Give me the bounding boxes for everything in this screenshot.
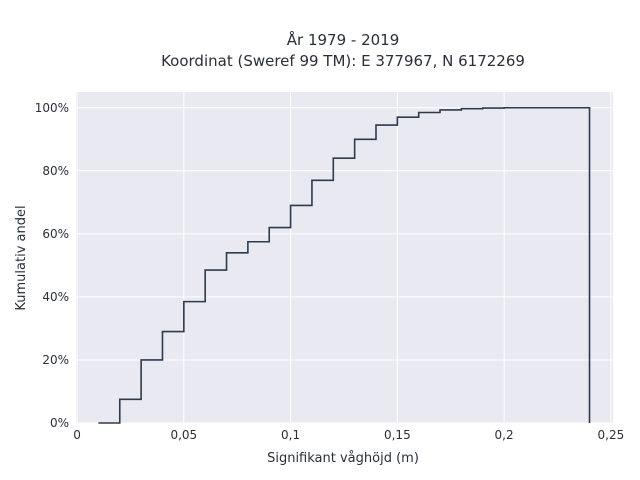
x-tick-label: 0,1 xyxy=(281,428,300,442)
x-tick-label: 0,25 xyxy=(598,428,625,442)
y-axis-title: Kumulativ andel xyxy=(14,205,29,310)
y-tick-label: 40% xyxy=(42,290,69,304)
chart-subtitle: Koordinat (Sweref 99 TM): E 377967, N 61… xyxy=(161,52,525,70)
cumulative-step-line xyxy=(98,106,591,424)
x-tick-label: 0,15 xyxy=(384,428,411,442)
series-layer xyxy=(98,106,591,424)
y-tick-label: 80% xyxy=(42,164,69,178)
x-tick-label: 0,05 xyxy=(170,428,197,442)
chart-title: År 1979 - 2019 xyxy=(287,30,400,49)
y-tick-label: 0% xyxy=(50,416,69,430)
y-tick-label: 60% xyxy=(42,227,69,241)
x-axis-title: Signifikant våghöjd (m) xyxy=(267,451,419,466)
x-tick-label: 0,2 xyxy=(495,428,514,442)
plot-area xyxy=(76,92,613,423)
y-tick-label: 100% xyxy=(35,101,69,115)
x-tick-label: 0 xyxy=(73,428,81,442)
grid-lines xyxy=(76,92,613,424)
y-tick-label: 20% xyxy=(42,353,69,367)
tick-labels: 0 0,05 0,1 0,15 0,2 0,25 0% 20% 40% 60% 80% 100% xyxy=(35,101,625,442)
